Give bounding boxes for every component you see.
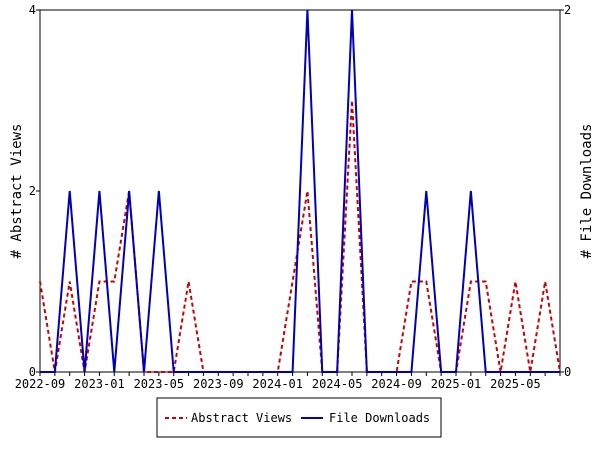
x-tick-label: 2022-09: [15, 377, 66, 391]
series-line-file-downloads: [40, 10, 560, 372]
x-tick-label: 2023-01: [74, 377, 125, 391]
y-tick-label-left: 2: [29, 184, 36, 198]
x-tick-label: 2024-05: [312, 377, 363, 391]
x-tick-label: 2023-09: [193, 377, 244, 391]
x-tick-label: 2025-01: [431, 377, 482, 391]
x-tick-label: 2023-05: [134, 377, 185, 391]
x-tick-label: 2024-01: [252, 377, 303, 391]
y-tick-label-right: 0: [564, 365, 571, 379]
legend-label-file-downloads: File Downloads: [329, 411, 430, 425]
y-tick-label-right: 2: [564, 3, 571, 17]
legend: Abstract Views File Downloads: [157, 398, 441, 437]
x-tick-label: 2024-09: [371, 377, 422, 391]
y-tick-label-left: 4: [29, 3, 36, 17]
y-tick-label-left: 0: [29, 365, 36, 379]
y-axis-label-left: # Abstract Views: [9, 124, 25, 259]
y-axis-label-right: # File Downloads: [579, 124, 595, 259]
x-tick-label: 2025-05: [490, 377, 541, 391]
series-lines: [40, 10, 560, 372]
legend-label-abstract-views: Abstract Views: [191, 411, 292, 425]
